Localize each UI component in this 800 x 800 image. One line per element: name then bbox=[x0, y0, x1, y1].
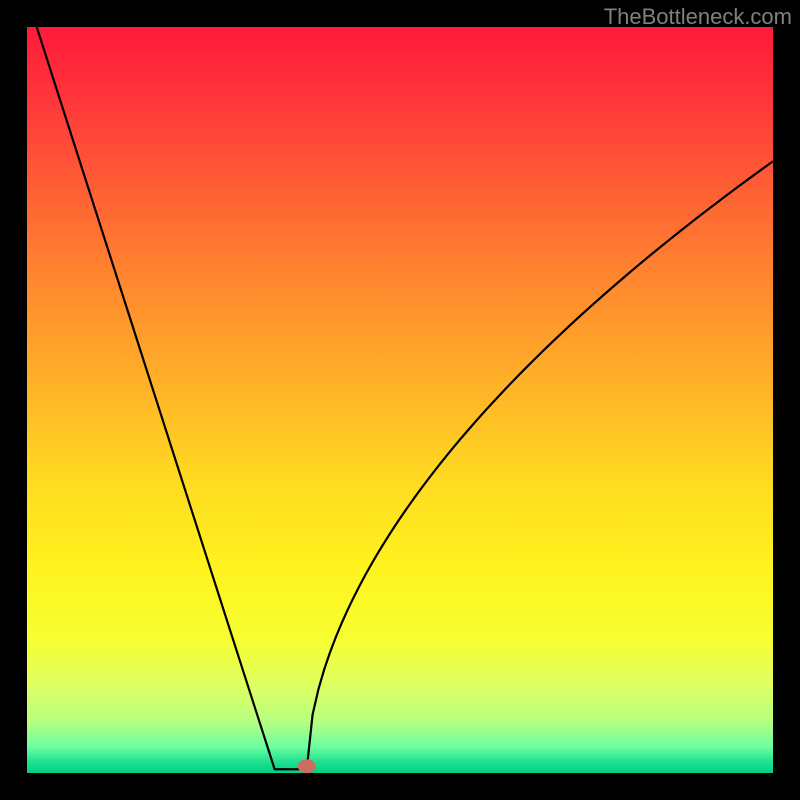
watermark-text: TheBottleneck.com bbox=[604, 4, 792, 30]
optimum-marker bbox=[298, 759, 316, 773]
chart-frame: TheBottleneck.com bbox=[0, 0, 800, 800]
bottleneck-chart bbox=[0, 0, 800, 800]
